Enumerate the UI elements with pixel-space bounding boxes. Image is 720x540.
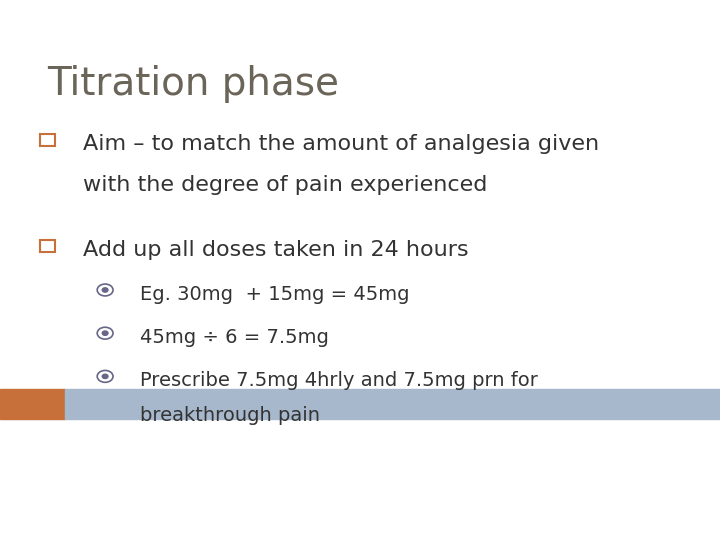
Text: Add up all doses taken in 24 hours: Add up all doses taken in 24 hours	[83, 240, 469, 260]
Text: breakthrough pain: breakthrough pain	[140, 406, 320, 425]
Circle shape	[102, 374, 108, 379]
Bar	[0, 389, 65, 419]
Text: with the degree of pain experienced: with the degree of pain experienced	[83, 175, 487, 195]
Bar	[65, 389, 720, 419]
Circle shape	[102, 288, 108, 292]
Text: Aim – to match the amount of analgesia given: Aim – to match the amount of analgesia g…	[83, 134, 599, 154]
Text: Eg. 30mg  + 15mg = 45mg: Eg. 30mg + 15mg = 45mg	[140, 285, 410, 303]
Text: Titration phase: Titration phase	[47, 65, 339, 103]
Text: 45mg ÷ 6 = 7.5mg: 45mg ÷ 6 = 7.5mg	[140, 328, 329, 347]
Text: Prescribe 7.5mg 4hrly and 7.5mg prn for: Prescribe 7.5mg 4hrly and 7.5mg prn for	[140, 371, 539, 390]
Circle shape	[102, 331, 108, 335]
